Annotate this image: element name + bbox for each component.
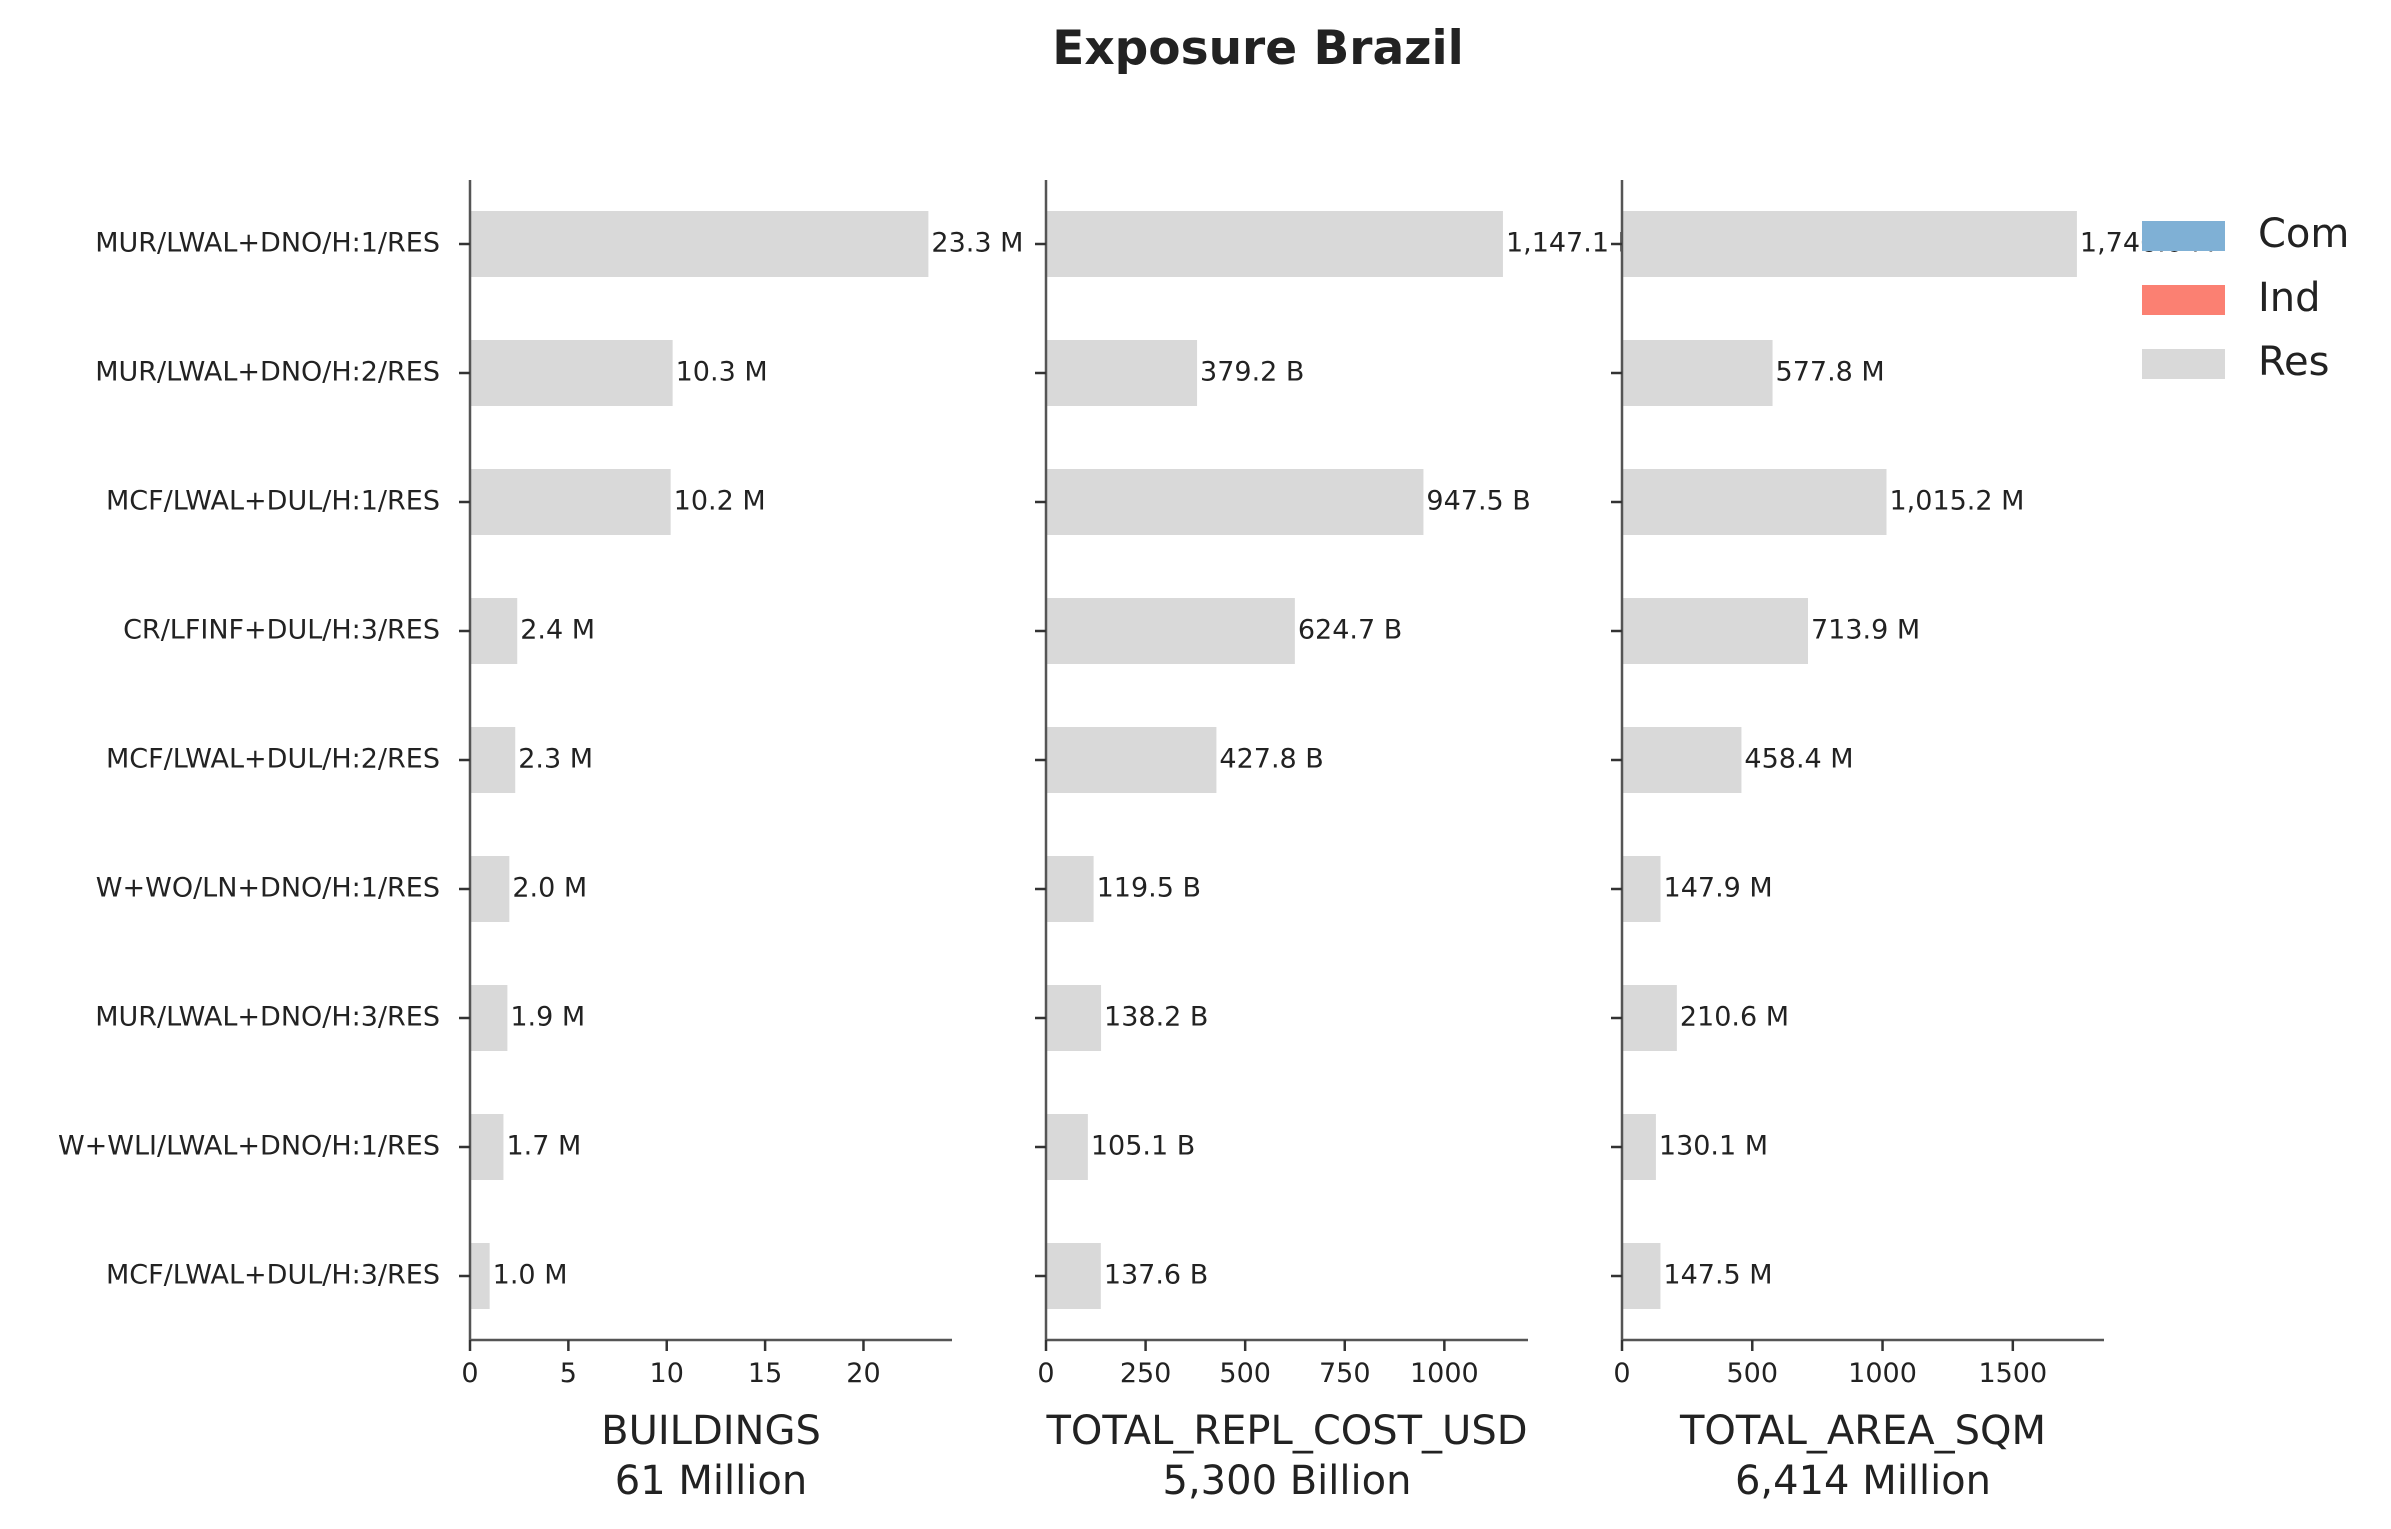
legend-label: Res — [2258, 339, 2329, 385]
data-label: 10.3 M — [676, 357, 768, 388]
legend-label: Com — [2258, 211, 2349, 257]
x-axis-title: BUILDINGS — [601, 1408, 821, 1454]
bar — [1622, 598, 1808, 664]
x-tick-label: 20 — [846, 1358, 880, 1389]
data-label: 458.4 M — [1744, 744, 1853, 775]
x-tick-label: 10 — [650, 1358, 684, 1389]
data-label: 147.5 M — [1663, 1260, 1772, 1291]
chart-title: Exposure Brazil — [1052, 21, 1464, 76]
data-label: 23.3 M — [931, 228, 1023, 259]
bar — [1622, 211, 2077, 277]
x-axis-total: 61 Million — [615, 1458, 807, 1504]
y-tick-label: MCF/LWAL+DUL/H:1/RES — [106, 486, 440, 517]
bar — [1622, 1114, 1656, 1180]
data-label: 1.7 M — [506, 1131, 581, 1162]
x-tick-label: 500 — [1726, 1358, 1778, 1389]
y-tick-label: MUR/LWAL+DNO/H:3/RES — [95, 1002, 440, 1033]
y-tick-label: W+WO/LN+DNO/H:1/RES — [96, 873, 440, 904]
x-tick-label: 1000 — [1410, 1358, 1479, 1389]
bar — [1046, 1243, 1101, 1309]
x-tick-label: 500 — [1219, 1358, 1271, 1389]
data-label: 577.8 M — [1776, 357, 1885, 388]
x-tick-label: 0 — [1613, 1358, 1630, 1389]
data-label: 427.8 B — [1219, 744, 1323, 775]
bar — [1046, 1114, 1088, 1180]
y-tick-label: MCF/LWAL+DUL/H:3/RES — [106, 1260, 440, 1291]
x-tick-label: 750 — [1319, 1358, 1371, 1389]
bar — [1046, 985, 1102, 1051]
chart-panels: 23.3 M 10.3 M 10.2 M 2.4 M 2.3 M 2.0 M 1.9 M 1.… — [58, 180, 2215, 1504]
x-tick-label: 1000 — [1848, 1358, 1917, 1389]
bar — [470, 856, 510, 922]
y-tick-label: MCF/LWAL+DUL/H:2/RES — [106, 744, 440, 775]
bar — [1622, 469, 1887, 535]
data-label: 624.7 B — [1298, 615, 1402, 646]
legend-swatch-res — [2142, 349, 2225, 379]
data-label: 2.0 M — [512, 873, 587, 904]
bar — [1622, 1243, 1661, 1309]
bar — [1046, 598, 1295, 664]
bar — [1622, 340, 1773, 406]
x-tick-label: 5 — [560, 1358, 577, 1389]
data-label: 210.6 M — [1680, 1002, 1789, 1033]
x-tick-label: 0 — [461, 1358, 478, 1389]
data-label: 947.5 B — [1426, 486, 1530, 517]
y-tick-label: MUR/LWAL+DNO/H:2/RES — [95, 357, 440, 388]
bar — [470, 340, 673, 406]
bar — [470, 985, 508, 1051]
x-tick-label: 250 — [1120, 1358, 1172, 1389]
data-label: 130.1 M — [1659, 1131, 1768, 1162]
data-label: 138.2 B — [1104, 1002, 1208, 1033]
data-label: 105.1 B — [1091, 1131, 1195, 1162]
x-axis-total: 5,300 Billion — [1163, 1458, 1412, 1504]
bar — [1622, 856, 1661, 922]
data-label: 137.6 B — [1104, 1260, 1208, 1291]
bar — [470, 1243, 490, 1309]
data-label: 2.4 M — [520, 615, 595, 646]
bar — [470, 598, 518, 664]
y-tick-label: CR/LFINF+DUL/H:3/RES — [123, 615, 440, 646]
bar — [1046, 727, 1217, 793]
panel-1: 23.3 M 10.3 M 10.2 M 2.4 M 2.3 M 2.0 M 1.9 M 1.… — [58, 180, 1023, 1504]
data-label: 1.0 M — [493, 1260, 568, 1291]
bar — [470, 1114, 504, 1180]
data-label: 1,015.2 M — [1890, 486, 2025, 517]
x-tick-label: 0 — [1037, 1358, 1054, 1389]
bar — [1622, 985, 1677, 1051]
bar — [1622, 727, 1742, 793]
data-label: 147.9 M — [1664, 873, 1773, 904]
bar — [1046, 469, 1424, 535]
bar — [470, 211, 929, 277]
legend-swatch-ind — [2142, 285, 2225, 315]
bar — [470, 727, 516, 793]
y-tick-label: W+WLI/LWAL+DNO/H:1/RES — [58, 1131, 440, 1162]
x-tick-label: 1500 — [1978, 1358, 2047, 1389]
bar — [1046, 340, 1198, 406]
data-label: 119.5 B — [1097, 873, 1201, 904]
data-label: 2.3 M — [518, 744, 593, 775]
bar — [470, 469, 671, 535]
x-axis-title: TOTAL_AREA_SQM — [1679, 1408, 2046, 1454]
bar — [1046, 856, 1094, 922]
bar — [1046, 211, 1503, 277]
data-label: 713.9 M — [1811, 615, 1920, 646]
legend-swatch-com — [2142, 221, 2225, 251]
x-tick-label: 15 — [748, 1358, 782, 1389]
y-tick-label: MUR/LWAL+DNO/H:1/RES — [95, 228, 440, 259]
x-axis-total: 6,414 Million — [1735, 1458, 1991, 1504]
x-axis-title: TOTAL_REPL_COST_USD — [1045, 1408, 1527, 1454]
legend-label: Ind — [2258, 275, 2321, 321]
data-label: 10.2 M — [674, 486, 766, 517]
chart-legend: Com Ind Res — [2142, 211, 2349, 385]
data-label: 379.2 B — [1200, 357, 1304, 388]
data-label: 1.9 M — [510, 1002, 585, 1033]
